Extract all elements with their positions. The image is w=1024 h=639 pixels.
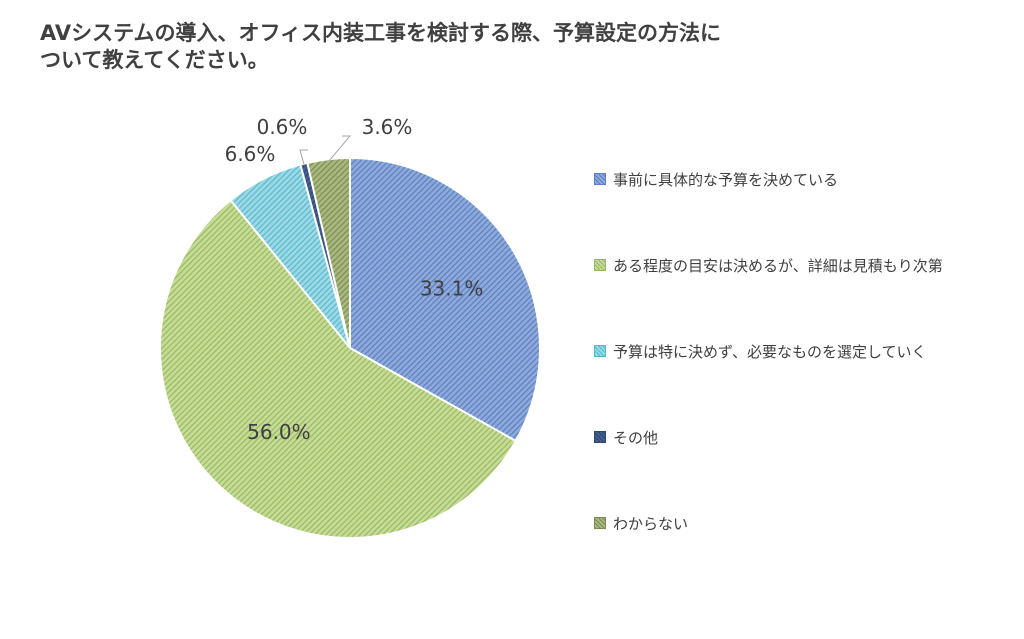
legend-label: 事前に具体的な予算を決めている <box>613 170 839 189</box>
legend-swatch <box>594 259 606 271</box>
pie-slice <box>306 156 351 349</box>
data-label: 33.1% <box>420 277 484 301</box>
pie-slice <box>159 198 518 539</box>
legend-label: ある程度の目安は決めるが、詳細は見積もり次第 <box>613 256 943 275</box>
data-labels: 33.1% 56.0% 6.6% 0.6% 3.6% <box>225 115 484 444</box>
legend-label: 予算は特に決めず、必要なものを選定していく <box>613 342 927 361</box>
data-label: 56.0% <box>247 420 311 444</box>
leader-lines <box>299 135 352 166</box>
legend-item: 予算は特に決めず、必要なものを選定していく <box>594 336 1014 366</box>
data-label: 0.6% <box>257 115 308 139</box>
legend-label: わからない <box>613 514 689 533</box>
legend: 事前に具体的な予算を決めているある程度の目安は決めるが、詳細は見積もり次第 予算は… <box>594 164 1014 594</box>
legend-swatch <box>594 173 606 185</box>
data-label: 6.6% <box>225 142 276 166</box>
chart-title: AVシステムの導入、オフィス内装工事を検討する際、予算設定の方法に ついて教えて… <box>40 21 722 72</box>
legend-swatch <box>594 517 606 529</box>
legend-item: 事前に具体的な予算を決めている <box>594 164 1014 194</box>
legend-label: その他 <box>613 428 659 447</box>
legend-item: ある程度の目安は決めるが、詳細は見積もり次第 <box>594 250 1014 280</box>
data-label: 3.6% <box>362 115 413 139</box>
pie-slices <box>159 156 541 539</box>
legend-item: その他 <box>594 422 1014 452</box>
pie-slice <box>349 156 541 443</box>
legend-item: わからない <box>594 508 1014 538</box>
legend-swatch <box>594 345 606 357</box>
leader-line <box>299 149 308 166</box>
legend-swatch <box>594 431 606 443</box>
leader-line <box>328 135 352 162</box>
